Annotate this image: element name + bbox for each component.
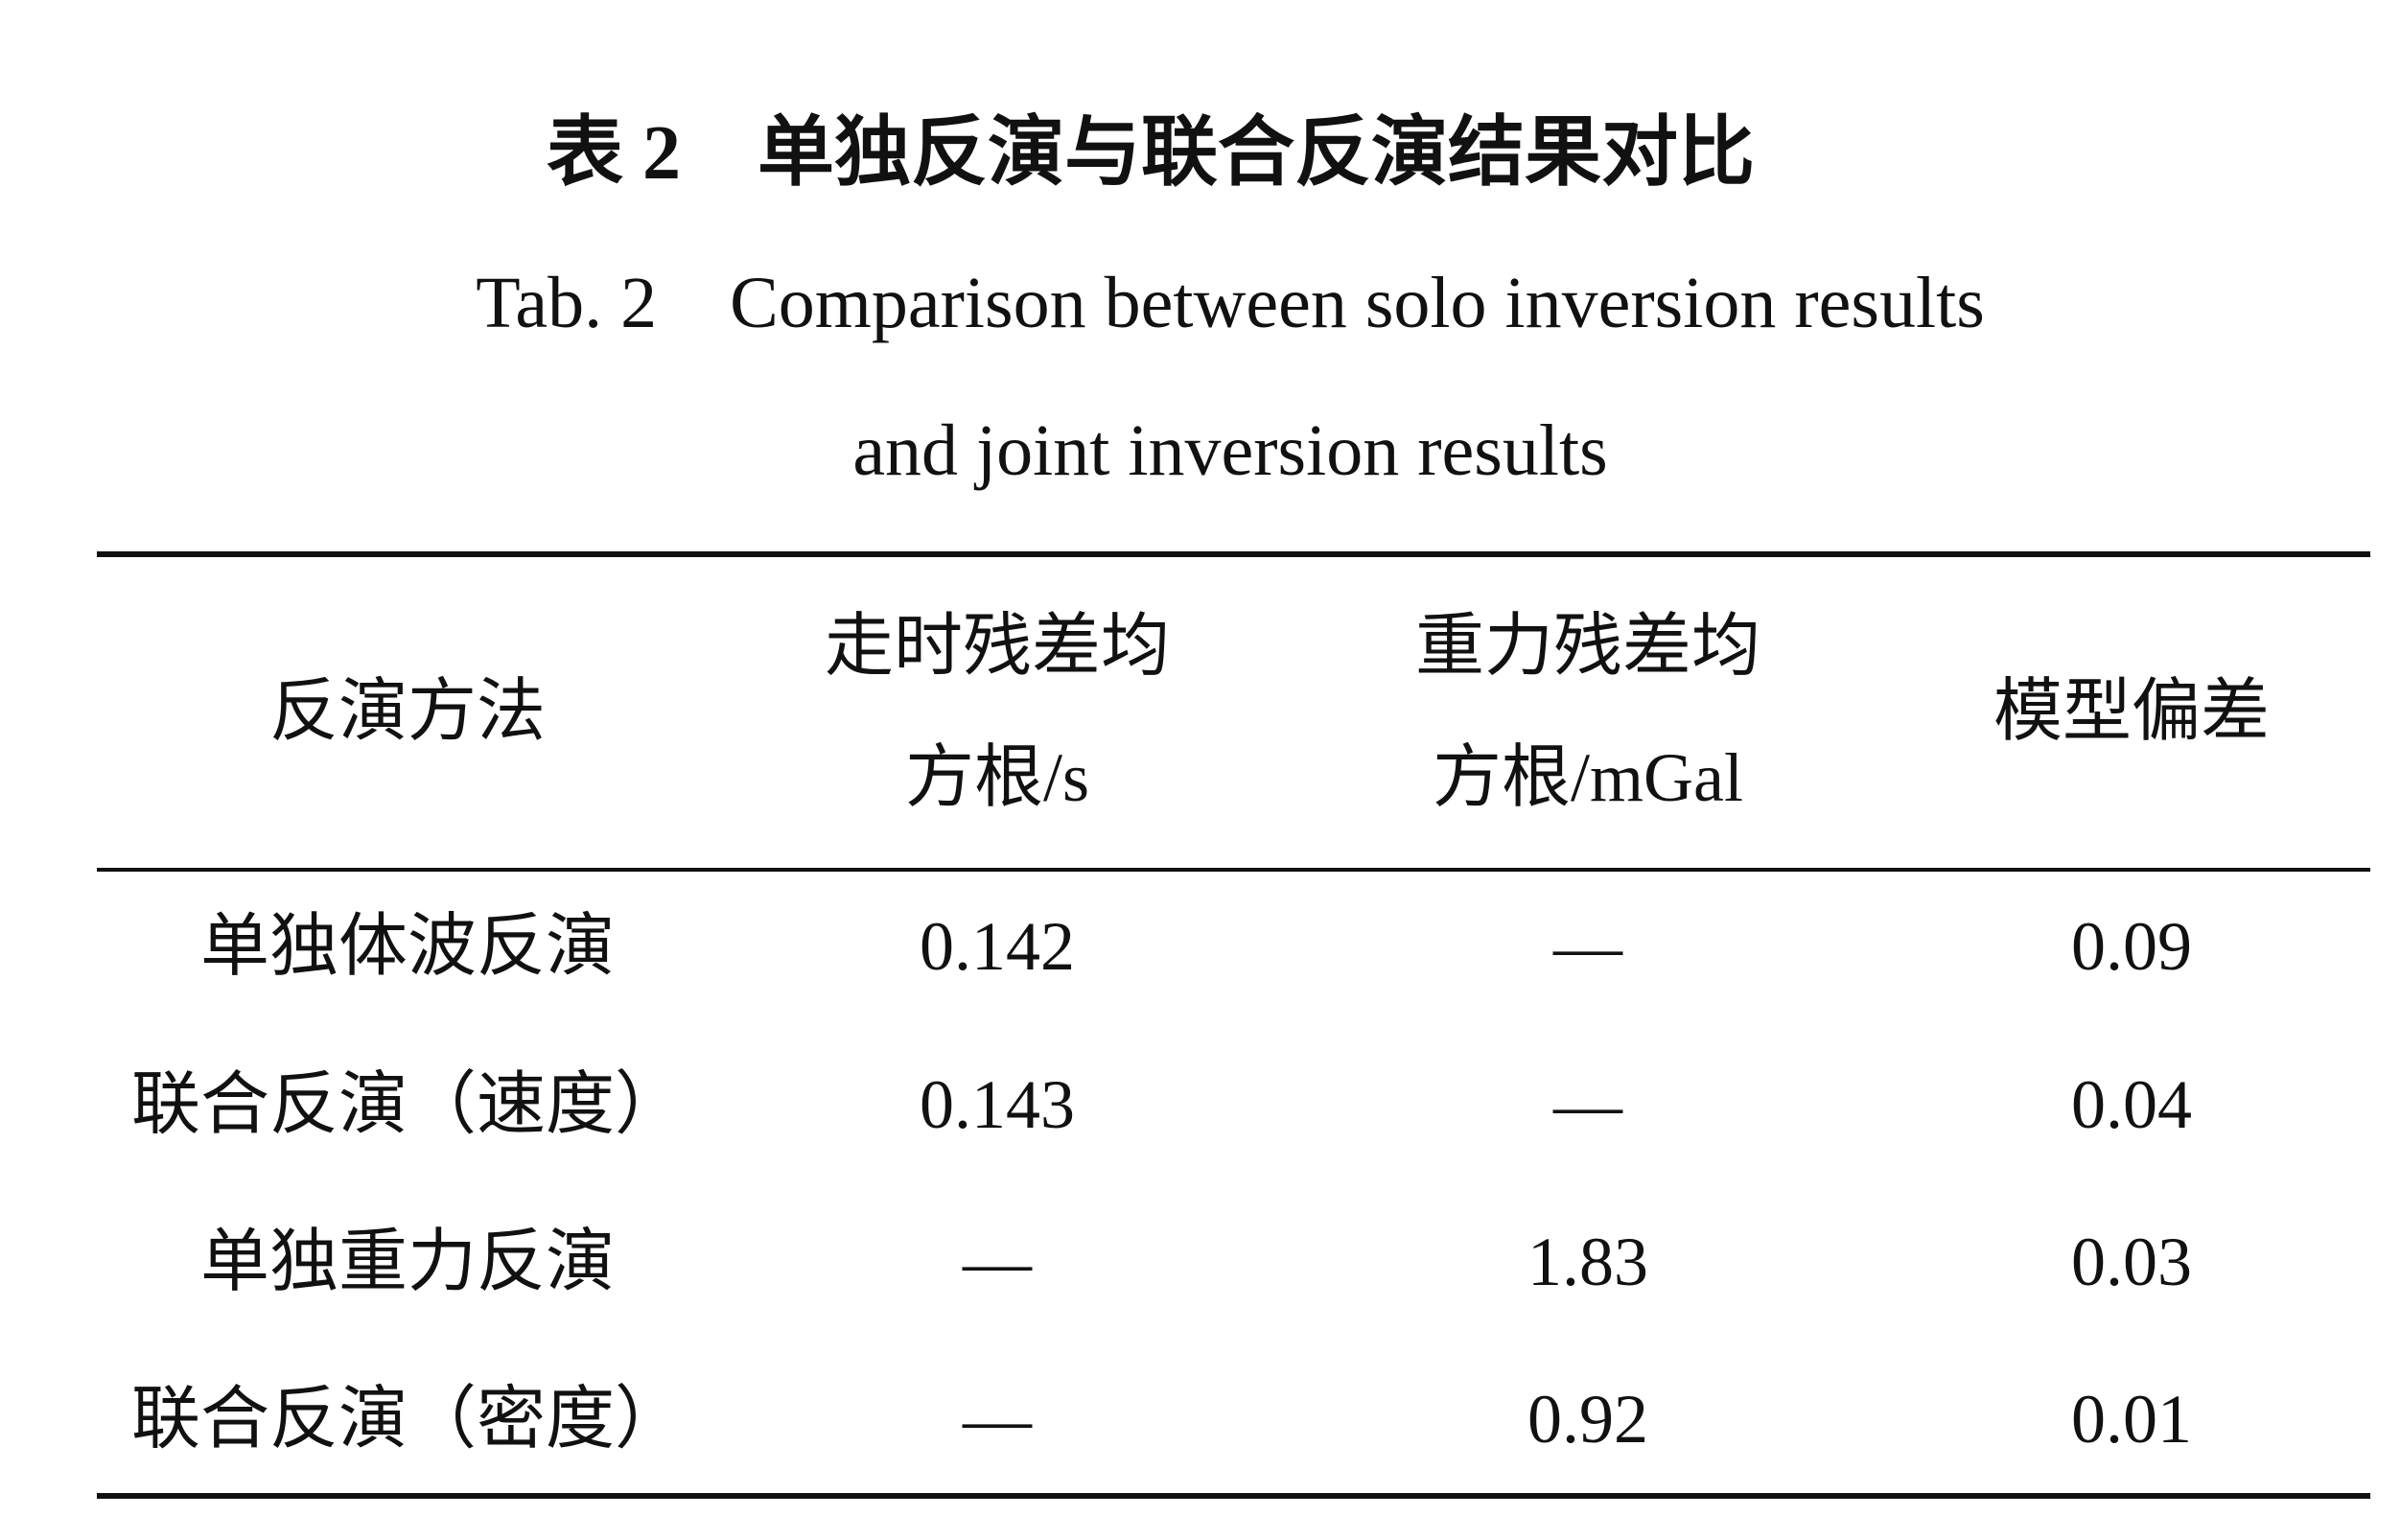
header-cell: 重力残差均 [1414,607,1761,685]
table-cell: 0.143 [920,1066,1075,1143]
table-cell: — [963,1224,1032,1300]
table-cell: 0.92 [1527,1381,1648,1458]
table-cell: 联合反演（速度） [130,1066,685,1143]
table-cell: 0.01 [2071,1381,2192,1458]
table-cell: 0.03 [2071,1224,2192,1300]
table-cell: — [1553,1066,1622,1143]
top-rule [97,551,2370,557]
header-cell: 方根/mGal [1433,738,1743,816]
table-cell: — [1553,908,1622,985]
table-cell: — [963,1381,1032,1458]
title-text: 单独反演与联合反演结果对比 [758,111,1755,196]
header-cell: 方根/s [904,738,1090,816]
header-cell: 模型偏差 [1993,673,2271,750]
bottom-rule [97,1493,2370,1499]
table-cell: 联合反演（密度） [130,1381,685,1458]
title-label: 表 2 [547,111,681,196]
header-cell: 反演方法 [268,673,547,750]
subtitle-text: Comparison between solo inversion result… [730,263,1985,343]
subtitle-label: Tab. 2 [476,263,658,343]
table-cell: 单独体波反演 [199,908,616,985]
table-cell: 1.83 [1527,1224,1648,1300]
table-cell: 0.09 [2071,908,2192,985]
title: 表 2 单独反演与联合反演结果对比 [547,115,1755,192]
table-cell: 0.142 [920,908,1075,985]
subtitle-line: Tab. 2 Comparison between solo inversion… [476,267,1985,339]
header-cell: 走时残差均 [824,607,1171,685]
table-cell: 0.04 [2071,1066,2192,1143]
mid-rule [97,868,2370,872]
subtitle-text: and joint inversion results [852,410,1608,491]
table-cell: 单独重力反演 [199,1224,616,1300]
